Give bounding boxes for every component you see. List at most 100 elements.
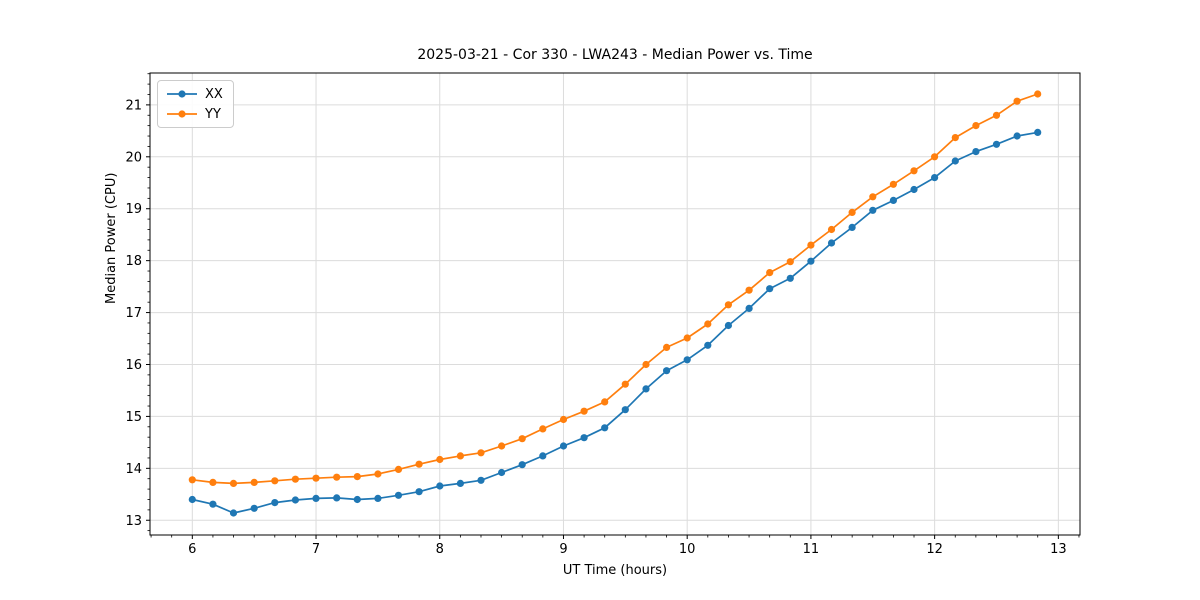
data-point bbox=[827, 239, 836, 247]
data-point bbox=[745, 304, 753, 312]
data-point bbox=[683, 334, 691, 342]
x-tick-label: 13 bbox=[1050, 542, 1067, 557]
data-point bbox=[518, 435, 526, 443]
data-point bbox=[827, 225, 836, 234]
legend-item-yy: YY bbox=[166, 105, 223, 123]
data-point bbox=[498, 442, 506, 450]
data-point bbox=[972, 148, 980, 156]
data-point bbox=[766, 269, 774, 277]
data-point bbox=[724, 301, 733, 309]
x-axis-label: UT Time (hours) bbox=[562, 563, 668, 578]
y-tick-label: 19 bbox=[125, 202, 142, 217]
data-point bbox=[601, 424, 609, 432]
data-point bbox=[312, 474, 320, 482]
data-point bbox=[539, 452, 547, 460]
data-point bbox=[291, 496, 299, 504]
data-point bbox=[188, 495, 196, 504]
data-point bbox=[539, 425, 547, 433]
data-point bbox=[250, 478, 258, 486]
data-point bbox=[415, 488, 423, 496]
y-tick-label: 20 bbox=[125, 150, 142, 165]
y-tick-label: 15 bbox=[125, 410, 142, 425]
x-tick-label: 12 bbox=[926, 542, 943, 557]
data-point bbox=[642, 360, 650, 369]
data-point bbox=[374, 470, 382, 478]
data-point bbox=[931, 174, 939, 182]
data-point bbox=[601, 398, 609, 406]
data-point bbox=[1034, 90, 1042, 98]
data-point bbox=[910, 167, 918, 175]
data-point bbox=[436, 455, 444, 464]
x-tick-label: 6 bbox=[188, 542, 196, 557]
data-point bbox=[1034, 128, 1042, 136]
data-point bbox=[786, 274, 794, 282]
data-point bbox=[910, 185, 918, 194]
legend-label-xx: XX bbox=[205, 86, 223, 102]
data-point bbox=[374, 494, 382, 502]
series-yy bbox=[188, 90, 1042, 487]
data-point bbox=[394, 465, 403, 473]
data-point bbox=[291, 475, 299, 483]
data-point bbox=[415, 460, 423, 468]
y-tick-label: 13 bbox=[125, 514, 142, 529]
data-point bbox=[663, 367, 671, 375]
data-point bbox=[333, 473, 341, 481]
data-point bbox=[312, 494, 320, 502]
series-xx bbox=[188, 128, 1042, 517]
tick-labels: 6 7 8 9 10 11 12 13 13 14 15 16 17 18 19 20 21 bbox=[125, 98, 1066, 557]
data-point bbox=[663, 343, 671, 351]
data-point bbox=[1013, 97, 1021, 105]
data-point bbox=[621, 406, 629, 414]
data-point bbox=[786, 258, 794, 266]
data-point bbox=[621, 380, 629, 388]
plot-border bbox=[149, 72, 1081, 536]
data-point bbox=[992, 140, 1001, 148]
legend-label-yy: YY bbox=[205, 106, 221, 122]
data-point bbox=[704, 320, 712, 328]
data-point bbox=[848, 223, 856, 231]
legend: XX YY bbox=[157, 80, 234, 128]
x-tick-label: 8 bbox=[436, 542, 444, 557]
data-point bbox=[559, 415, 568, 424]
data-point bbox=[498, 468, 506, 477]
data-point bbox=[704, 341, 712, 349]
data-point bbox=[889, 196, 898, 204]
data-point bbox=[559, 442, 568, 450]
y-tick-label: 18 bbox=[125, 254, 142, 269]
x-tick-label: 10 bbox=[679, 542, 696, 557]
data-point bbox=[333, 494, 341, 502]
data-point bbox=[188, 476, 196, 484]
data-point bbox=[353, 473, 361, 481]
data-point bbox=[745, 286, 753, 294]
data-point bbox=[683, 356, 691, 364]
y-tick-label: 21 bbox=[125, 98, 142, 113]
data-point bbox=[229, 509, 238, 517]
data-point bbox=[992, 111, 1001, 119]
y-tick-label: 16 bbox=[125, 358, 142, 373]
data-point bbox=[456, 452, 464, 460]
data-point bbox=[229, 479, 238, 487]
y-tick-label: 14 bbox=[125, 462, 142, 477]
data-point bbox=[477, 449, 485, 457]
data-point bbox=[889, 180, 898, 188]
data-point bbox=[209, 500, 217, 508]
x-tick-label: 9 bbox=[559, 542, 567, 557]
data-point bbox=[271, 477, 279, 485]
data-point bbox=[724, 321, 733, 330]
data-point bbox=[642, 385, 650, 393]
series-line bbox=[192, 93, 1038, 485]
data-point bbox=[250, 504, 258, 512]
data-point bbox=[271, 499, 279, 507]
data-point bbox=[951, 157, 959, 165]
data-point bbox=[518, 461, 526, 469]
minor-ticks bbox=[147, 73, 1080, 538]
data-point bbox=[456, 479, 464, 487]
data-point bbox=[972, 122, 980, 130]
data-point bbox=[931, 153, 939, 161]
data-point bbox=[436, 482, 444, 490]
x-tick-label: 7 bbox=[312, 542, 320, 557]
y-tick-label: 17 bbox=[125, 306, 142, 321]
data-point bbox=[766, 285, 774, 293]
data-point bbox=[209, 478, 217, 486]
